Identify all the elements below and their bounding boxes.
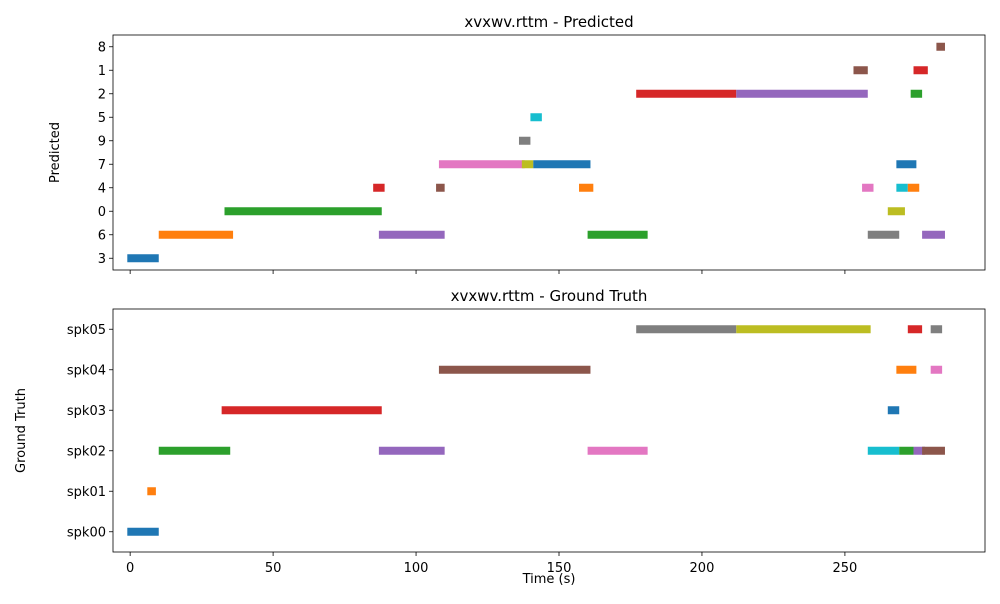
segment-bar xyxy=(127,254,159,263)
segment-bar xyxy=(936,42,945,51)
segment-bar xyxy=(913,446,925,455)
y-tick-label: 4 xyxy=(98,181,106,196)
segment-bar xyxy=(899,446,914,455)
x-tick-label: 200 xyxy=(690,561,715,576)
y-tick-label: 8 xyxy=(98,40,106,55)
segment-bar xyxy=(127,527,159,536)
x-tick-label: 150 xyxy=(547,561,572,576)
y-tick-label: 9 xyxy=(98,134,106,149)
segment-bar xyxy=(930,325,943,334)
x-tick-label: 250 xyxy=(832,561,857,576)
segment-bar xyxy=(862,183,874,192)
y-tick-label: spk03 xyxy=(67,404,106,419)
segment-bar xyxy=(158,230,234,239)
chart-title: xvxwv.rttm - Ground Truth xyxy=(451,287,648,305)
y-tick-label: spk01 xyxy=(67,485,106,500)
segment-bar xyxy=(438,160,525,169)
segment-bar xyxy=(887,406,900,415)
chart-title: xvxwv.rttm - Predicted xyxy=(464,13,633,31)
segment-bar xyxy=(533,160,591,169)
segment-bar xyxy=(636,325,737,334)
x-tick-label: 50 xyxy=(265,561,282,576)
x-tick-label: 0 xyxy=(126,561,134,576)
segment-bar xyxy=(224,207,382,216)
segment-bar xyxy=(530,113,542,122)
segment-bar xyxy=(736,325,871,334)
segment-bar xyxy=(378,446,445,455)
x-tick-label: 100 xyxy=(404,561,429,576)
segment-bar xyxy=(636,89,737,98)
segment-bar xyxy=(867,446,900,455)
y-tick-label: 6 xyxy=(98,228,106,243)
y-tick-label: 7 xyxy=(98,158,106,173)
segment-bar xyxy=(518,136,531,145)
axes-frame xyxy=(112,34,986,271)
segment-bar xyxy=(930,365,943,374)
axes-frame xyxy=(112,308,986,553)
segment-bar xyxy=(853,66,868,75)
segment-bar xyxy=(907,325,923,334)
segment-bar xyxy=(922,446,945,455)
y-tick-label: spk02 xyxy=(67,444,106,459)
y-tick-label: spk05 xyxy=(67,323,106,338)
y-tick-label: 1 xyxy=(98,64,106,79)
segment-bar xyxy=(922,230,945,239)
y-axis-label: Ground Truth xyxy=(14,388,29,473)
segment-bar xyxy=(913,66,928,75)
segment-bar xyxy=(887,207,905,216)
y-tick-label: 0 xyxy=(98,205,106,220)
segment-bar xyxy=(378,230,445,239)
y-tick-label: spk04 xyxy=(67,363,106,378)
segment-bar xyxy=(736,89,868,98)
segment-bar xyxy=(438,365,591,374)
segment-bar xyxy=(579,183,594,192)
segment-bar xyxy=(158,446,231,455)
segment-bar xyxy=(907,183,920,192)
y-tick-label: 5 xyxy=(98,111,106,126)
segment-bar xyxy=(221,406,382,415)
segment-bar xyxy=(373,183,385,192)
segment-bar xyxy=(587,230,648,239)
segment-bar xyxy=(896,183,908,192)
segment-bar xyxy=(521,160,534,169)
y-tick-label: spk00 xyxy=(67,525,106,540)
segment-bar xyxy=(896,365,917,374)
segment-bar xyxy=(587,446,648,455)
x-axis-label: Time (s) xyxy=(522,572,576,587)
segment-bar xyxy=(896,160,917,169)
y-tick-label: 3 xyxy=(98,252,106,267)
segment-bar xyxy=(910,89,923,98)
segment-bar xyxy=(147,487,156,496)
segment-bar xyxy=(867,230,900,239)
chart-panel-0: 3 6 0 4 7 9 5 2 1 8 xvxwv.rttm - Predicted Predicte… xyxy=(48,13,986,274)
y-tick-label: 2 xyxy=(98,87,106,102)
y-axis-label: Predicted xyxy=(48,122,63,183)
chart-panel-1: spk00 spk01 spk02 spk03 spk04 spk05 0 50 100 150 2… xyxy=(14,287,986,587)
segment-bar xyxy=(436,183,445,192)
